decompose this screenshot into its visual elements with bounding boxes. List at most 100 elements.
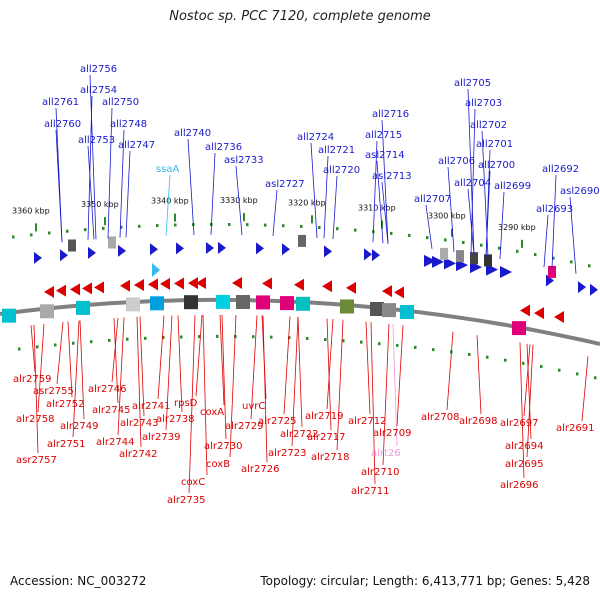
leader-line-bottom xyxy=(165,315,173,431)
tick-dot-bottom xyxy=(540,365,543,369)
gene-label-top: all2748 xyxy=(110,119,147,130)
gene-box xyxy=(298,234,306,247)
tick-dot-top xyxy=(498,246,501,250)
tick-dot-bottom xyxy=(594,376,597,380)
gene-label-bottom: alr2729 xyxy=(225,421,263,432)
gene-label-bottom: uvrC xyxy=(242,401,265,412)
leader-line-top xyxy=(332,175,338,240)
gene-box xyxy=(280,296,294,311)
gene-arrow-forward xyxy=(118,244,126,257)
leader-line-bottom xyxy=(526,344,534,458)
gene-box xyxy=(340,299,354,314)
gene-label-bottom: alr2735 xyxy=(167,495,205,506)
leader-line-top xyxy=(381,181,389,244)
leader-line-bottom xyxy=(519,342,525,479)
gene-arrow-reverse xyxy=(56,284,66,297)
tick-dot-bottom xyxy=(504,358,507,362)
leader-line-bottom xyxy=(326,318,334,410)
tick-dot-bottom xyxy=(36,345,39,349)
gene-label-bottom: alr2710 xyxy=(361,467,399,478)
gene-label-bottom: alr2752 xyxy=(46,399,84,410)
gene-box xyxy=(370,302,384,316)
tick-dot-bottom xyxy=(198,335,201,339)
tick-dot-bottom xyxy=(486,355,489,359)
gene-label-top: all2753 xyxy=(78,135,115,146)
gene-arrow-reverse xyxy=(394,286,404,299)
tick-dot-top xyxy=(120,225,123,229)
tick-dot-top xyxy=(588,264,591,268)
gene-arrow-reverse xyxy=(382,285,392,298)
leader-line-bottom xyxy=(195,314,203,397)
leader-line-bottom xyxy=(370,322,376,485)
gene-label-bottom: alr2749 xyxy=(60,421,98,432)
gene-label-top: all2750 xyxy=(102,97,139,108)
tick-dot-bottom xyxy=(468,353,471,356)
leader-line-bottom xyxy=(336,319,344,451)
gene-label-bottom: rpsD xyxy=(174,398,198,409)
gene-label-top: all2724 xyxy=(297,132,334,143)
tick-major xyxy=(243,213,245,222)
tick-dot-bottom xyxy=(342,339,345,343)
gene-arrow-reverse xyxy=(82,282,92,295)
gene-box xyxy=(512,321,526,336)
leader-line-top xyxy=(165,174,171,236)
tick-dot-bottom xyxy=(360,340,363,344)
tick-dot-top xyxy=(426,236,429,240)
gene-label-bottom: asr2755 xyxy=(33,386,74,397)
tick-dot-top xyxy=(390,231,393,235)
tick-dot-bottom xyxy=(54,343,57,347)
leader-line-top xyxy=(89,74,97,240)
leader-line-bottom xyxy=(67,321,73,398)
scale-label: 3360 kbp xyxy=(12,206,50,215)
tick-dot-top xyxy=(246,223,249,227)
tick-dot-bottom xyxy=(216,334,219,338)
tick-major xyxy=(174,213,176,222)
gene-box xyxy=(2,308,16,323)
gene-arrow-forward xyxy=(500,266,512,278)
gene-label-bottom: alr2746 xyxy=(88,384,126,395)
gene-arrow-forward xyxy=(176,242,184,255)
gene-arrow-forward xyxy=(456,259,468,272)
leader-line-top xyxy=(485,170,491,257)
leader-line-bottom xyxy=(581,356,589,422)
gene-arrow-forward xyxy=(150,243,158,256)
gene-label-bottom: alr2758 xyxy=(16,414,54,425)
leader-line-top xyxy=(381,119,389,244)
leader-line-bottom xyxy=(526,343,532,440)
gene-label-top: asl2690 xyxy=(560,186,600,197)
gene-arrow-forward xyxy=(444,257,456,270)
tick-dot-bottom xyxy=(72,341,75,345)
leader-line-bottom xyxy=(30,325,36,373)
gene-box xyxy=(184,295,198,310)
tick-dot-bottom xyxy=(108,338,111,342)
accession: Accession: NC_003272 xyxy=(10,574,147,588)
tick-dot-bottom xyxy=(306,337,309,340)
gene-arrow-forward xyxy=(60,249,68,262)
gene-arrow-forward xyxy=(372,249,380,262)
tick-major xyxy=(521,239,523,248)
gene-label-top: all2720 xyxy=(323,165,360,176)
leader-line-top xyxy=(372,140,378,243)
gene-label-bottom: alr2694 xyxy=(505,441,543,452)
gene-label-bottom: alr2719 xyxy=(305,411,343,422)
tick-dot-bottom xyxy=(288,336,291,340)
gene-box xyxy=(440,247,448,260)
gene-label-bottom: alr2708 xyxy=(421,412,459,423)
tick-dot-bottom xyxy=(522,361,525,365)
leader-line-top xyxy=(551,174,557,269)
leader-line-top xyxy=(87,145,95,240)
gene-box xyxy=(150,296,164,311)
leader-line-bottom xyxy=(523,344,531,417)
gene-label-bottom: alr2696 xyxy=(500,480,538,491)
leader-line-bottom xyxy=(392,324,398,447)
gene-label-top: all2747 xyxy=(118,140,155,151)
leader-line-bottom xyxy=(157,315,165,400)
leader-line-bottom xyxy=(365,321,371,415)
gene-label-bottom: coxC xyxy=(181,477,205,488)
gene-box xyxy=(296,296,310,311)
leader-line-bottom xyxy=(56,321,64,385)
scale-label: 3350 kbp xyxy=(81,200,119,209)
tick-dot-top xyxy=(534,253,537,257)
gene-box xyxy=(484,254,492,267)
gene-box xyxy=(76,300,90,315)
